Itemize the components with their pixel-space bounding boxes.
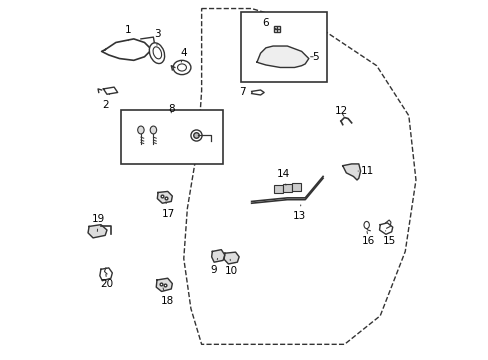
Bar (291, 183, 300, 192)
Polygon shape (342, 164, 360, 180)
Text: 8: 8 (167, 104, 174, 113)
Text: 6: 6 (262, 18, 276, 29)
Polygon shape (251, 90, 264, 95)
Polygon shape (224, 252, 239, 264)
Ellipse shape (173, 60, 190, 75)
Text: 2: 2 (102, 94, 109, 110)
Text: 13: 13 (293, 205, 306, 221)
Polygon shape (88, 225, 107, 238)
Text: 16: 16 (362, 231, 375, 247)
Polygon shape (100, 268, 112, 281)
Text: 4: 4 (180, 48, 187, 62)
Ellipse shape (138, 126, 144, 134)
Text: 17: 17 (162, 202, 175, 219)
Text: 12: 12 (334, 107, 347, 116)
Polygon shape (157, 192, 172, 203)
Bar (274, 185, 282, 193)
Text: 14: 14 (276, 168, 289, 185)
Polygon shape (257, 46, 308, 67)
Bar (121, 111, 223, 164)
Text: 3: 3 (153, 28, 160, 45)
Ellipse shape (177, 64, 186, 71)
Text: 15: 15 (382, 231, 395, 247)
Polygon shape (379, 223, 392, 234)
Text: 7: 7 (239, 87, 252, 98)
Polygon shape (156, 278, 172, 292)
Text: 11: 11 (357, 166, 374, 176)
Text: 5: 5 (310, 52, 319, 62)
Bar (283, 184, 291, 192)
Text: 10: 10 (224, 259, 237, 276)
Bar (241, 12, 326, 82)
Polygon shape (102, 39, 151, 60)
Ellipse shape (363, 221, 368, 229)
Ellipse shape (149, 43, 164, 64)
Text: 18: 18 (160, 288, 173, 306)
Text: 1: 1 (125, 25, 131, 41)
Ellipse shape (153, 47, 161, 59)
Text: 9: 9 (210, 258, 217, 275)
Polygon shape (211, 249, 224, 262)
Text: 20: 20 (100, 274, 113, 289)
Text: 19: 19 (92, 213, 105, 231)
Polygon shape (103, 87, 118, 94)
Ellipse shape (150, 126, 156, 134)
